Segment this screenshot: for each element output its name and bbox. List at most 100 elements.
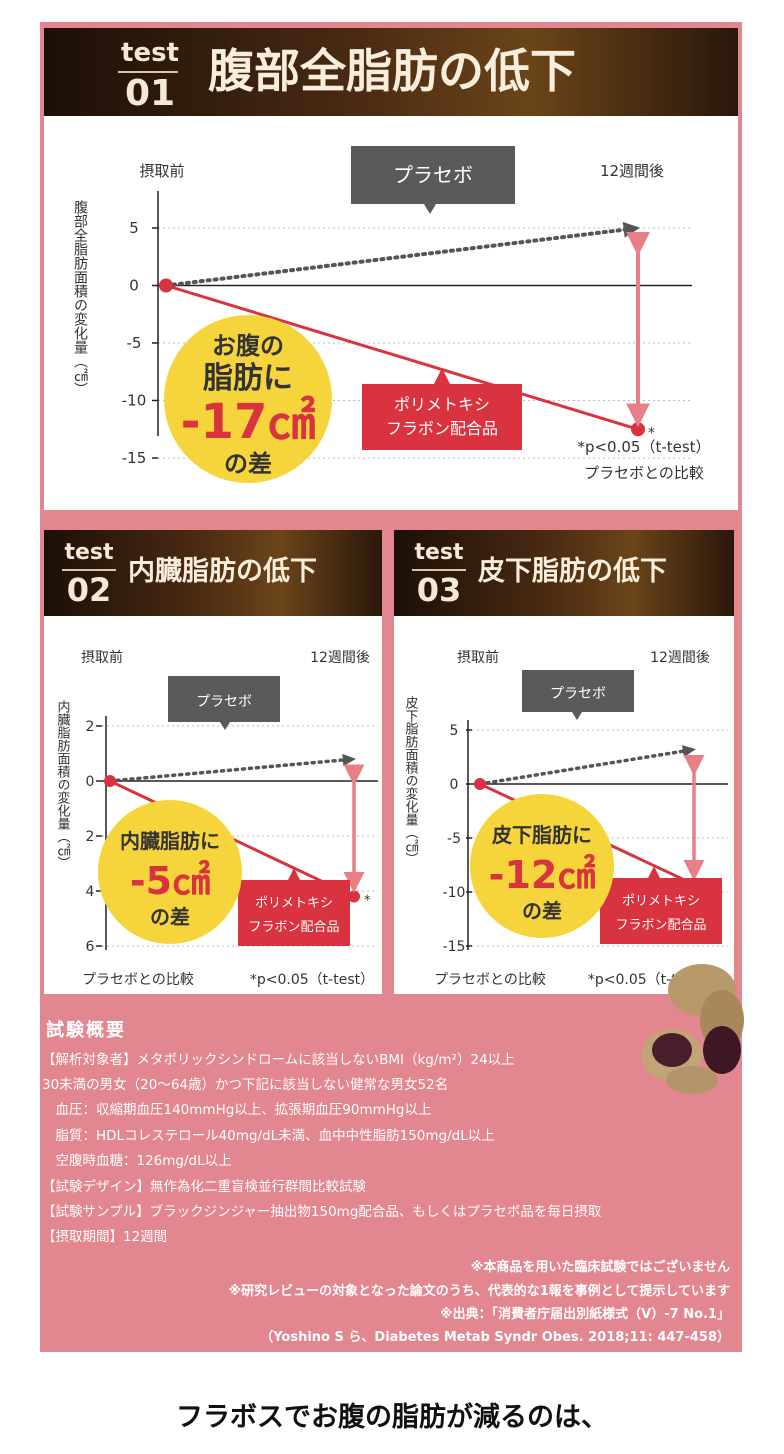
svg-text:ポリメトキシ: ポリメトキシ xyxy=(622,894,700,909)
summary-line: 30未満の男女（20〜64歳）かつ下記に該当しない健常な男女52名 xyxy=(42,1077,449,1093)
svg-text:-5㎠: -5㎠ xyxy=(130,859,210,903)
svg-text:ポリメトキシ: ポリメトキシ xyxy=(394,395,490,414)
product-callout: ポリメトキシ フラボン配合品 xyxy=(238,868,350,946)
svg-text:の差: の差 xyxy=(224,450,272,478)
header-divider xyxy=(412,569,466,571)
chart-header: test 01 腹部全脂肪の低下 xyxy=(44,28,738,116)
summary-line: 空腹時血糖：126mg/dL以上 xyxy=(42,1153,232,1169)
y-tick-label: -15 xyxy=(122,449,147,467)
svg-text:お腹の: お腹の xyxy=(212,332,284,360)
summary-line: 【摂取期間】12週間 xyxy=(42,1229,168,1245)
svg-text:の差: の差 xyxy=(150,905,190,929)
svg-text:プラセボ: プラセボ xyxy=(550,686,606,702)
summary-line: 【試験デザイン】無作為化二重盲検並行群間比較試験 xyxy=(42,1179,366,1195)
product-callout: ポリメトキシ フラボン配合品 xyxy=(600,866,722,944)
svg-text:プラセボ: プラセボ xyxy=(196,694,252,710)
chart-card-test02: test 02 内臓脂肪の低下 摂取前 12週間後 内臓脂肪面積の変化量（㎠） … xyxy=(44,530,382,994)
y-tick-label: 0 xyxy=(450,777,459,793)
p-value-note: *p<0.05（t-test） xyxy=(250,972,374,988)
y-tick-label: -5 xyxy=(127,334,142,352)
header-divider xyxy=(118,71,178,73)
chart-02-plot: 摂取前 12週間後 内臓脂肪面積の変化量（㎠） 2 0 2 4 6 * プラセボ ポリメ… xyxy=(55,649,378,988)
y-tick-label: 2 xyxy=(86,719,95,735)
svg-text:ポリメトキシ: ポリメトキシ xyxy=(255,896,333,911)
product-end-point xyxy=(348,890,360,903)
y-axis-label: 皮下脂肪面積の変化量（㎠） xyxy=(403,696,419,865)
chart-01-plot: 摂取前 12週間後 腹部全脂肪面積の変化量（㎠） 5 0 -5 -10 -15 * プラ… xyxy=(72,146,711,483)
placebo-arrowhead xyxy=(342,753,356,767)
p-value-note: *p<0.05（t-test） xyxy=(577,438,710,456)
svg-text:の差: の差 xyxy=(522,899,562,923)
black-ginger-image xyxy=(642,964,744,1094)
test-number: 03 xyxy=(416,571,462,609)
y-axis-label: 腹部全脂肪面積の変化量（㎠） xyxy=(72,199,88,396)
significance-star: * xyxy=(364,894,371,909)
label-start: 摂取前 xyxy=(457,649,499,666)
svg-text:-12㎠: -12㎠ xyxy=(489,853,596,897)
test-word: test xyxy=(414,540,464,565)
chart-title: 皮下脂肪の低下 xyxy=(478,556,667,587)
svg-text:フラボン配合品: フラボン配合品 xyxy=(386,419,498,438)
comparison-note: プラセボとの比較 xyxy=(584,464,704,482)
source-note: ※出典：「消費者庁届出別紙様式（V）-7 No.1」 xyxy=(440,1307,730,1322)
svg-text:フラボン配合品: フラボン配合品 xyxy=(615,918,706,933)
product-callout: ポリメトキシ フラボン配合品 xyxy=(362,368,522,450)
summary-line: 血圧：収縮期血圧140mmHg以上、拡張期血圧90mmHg以上 xyxy=(42,1102,432,1118)
difference-badge: お腹の 脂肪に -17㎠ の差 xyxy=(164,315,332,483)
test-word: test xyxy=(121,38,179,68)
placebo-callout: プラセボ xyxy=(522,670,634,720)
header-divider xyxy=(62,569,116,571)
chart-header: test 03 皮下脂肪の低下 xyxy=(394,530,734,616)
footer-heading: フラボスでお腹の脂肪が減るのは、 xyxy=(176,1402,608,1433)
label-start: 摂取前 xyxy=(139,162,184,180)
label-end: 12週間後 xyxy=(650,650,710,666)
comparison-note: プラセボとの比較 xyxy=(82,972,194,988)
y-tick-label: 6 xyxy=(86,939,95,955)
chart-title: 腹部全脂肪の低下 xyxy=(208,44,576,98)
product-line xyxy=(165,284,639,431)
summary-heading: 試験概要 xyxy=(46,1020,126,1041)
start-point xyxy=(104,775,116,787)
y-tick-label: -10 xyxy=(443,885,466,901)
y-axis-label: 内臓脂肪面積の変化量（㎠） xyxy=(55,699,71,869)
chart-card-test03: test 03 皮下脂肪の低下 摂取前 12週間後 皮下脂肪面積の変化量（㎠） … xyxy=(394,530,734,994)
difference-badge: 皮下脂肪に -12㎠ の差 xyxy=(470,794,614,938)
placebo-arrowhead xyxy=(622,221,640,238)
chart-header: test 02 内臓脂肪の低下 xyxy=(44,530,382,616)
y-ticks: 5 0 -5 -10 -15 xyxy=(122,219,158,467)
comparison-note: プラセボとの比較 xyxy=(434,972,546,988)
start-point xyxy=(474,778,486,790)
y-tick-label: 0 xyxy=(86,774,95,790)
y-tick-label: -15 xyxy=(443,939,466,955)
summary-line: 【解析対象者】メタボリックシンドロームに該当しないBMI（kg/m²）24以上 xyxy=(42,1052,515,1068)
product-end-point xyxy=(631,422,645,437)
y-tick-label: -10 xyxy=(122,392,147,410)
y-tick-label: 2 xyxy=(86,829,95,845)
significance-star: * xyxy=(648,425,655,441)
label-end: 12週間後 xyxy=(600,162,664,180)
placebo-callout: プラセボ xyxy=(351,146,515,214)
summary-line: 【試験サンプル】ブラックジンジャー抽出物150mg配合品、もしくはプラセボ品を毎… xyxy=(42,1204,602,1220)
placebo-arrowhead xyxy=(681,745,696,758)
label-end: 12週間後 xyxy=(310,650,370,666)
test-number: 02 xyxy=(66,571,112,609)
placebo-line xyxy=(108,757,349,783)
svg-text:内臓脂肪に: 内臓脂肪に xyxy=(120,829,220,853)
y-ticks: 5 0 -5 -10 -15 xyxy=(443,723,472,955)
citation-note: （Yoshino S ら、Diabetes Metab Syndr Obes. … xyxy=(260,1330,730,1345)
disclaimer-note: ※研究レビューの対象となった論文のうち、代表的な1報を事例として提示しています xyxy=(228,1284,730,1299)
chart-title: 内臓脂肪の低下 xyxy=(128,556,317,587)
placebo-callout: プラセボ xyxy=(168,676,280,730)
svg-text:プラセボ: プラセボ xyxy=(393,163,473,187)
label-start: 摂取前 xyxy=(81,649,123,666)
chart-card-test01: test 01 腹部全脂肪の低下 摂取前 12週間後 腹部全脂肪面積の変化量（㎠… xyxy=(44,28,738,510)
placebo-line xyxy=(478,748,689,786)
test-number: 01 xyxy=(124,73,176,114)
y-tick-label: 0 xyxy=(129,277,139,295)
svg-text:皮下脂肪に: 皮下脂肪に xyxy=(492,823,592,847)
y-tick-label: -5 xyxy=(447,831,461,847)
svg-text:-17㎠: -17㎠ xyxy=(181,394,316,450)
difference-badge: 内臓脂肪に -5㎠ の差 xyxy=(98,800,242,944)
y-tick-label: 5 xyxy=(450,723,459,739)
chart-03-plot: 摂取前 12週間後 皮下脂肪面積の変化量（㎠） 50-5-10-15 * プラセ… xyxy=(403,649,728,988)
